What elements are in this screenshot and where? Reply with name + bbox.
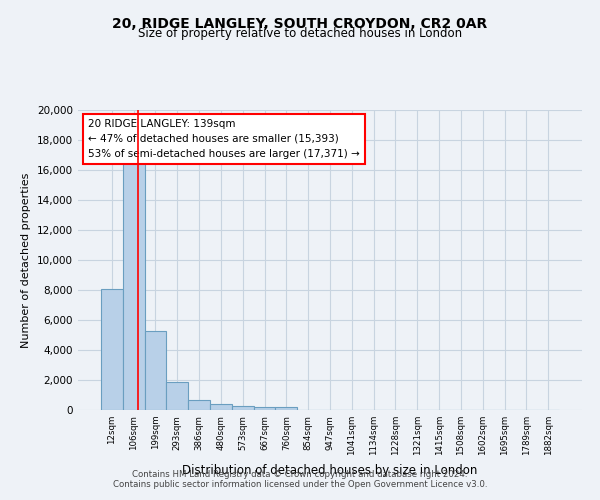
Text: 20, RIDGE LANGLEY, SOUTH CROYDON, CR2 0AR: 20, RIDGE LANGLEY, SOUTH CROYDON, CR2 0A… bbox=[112, 18, 488, 32]
Text: 20 RIDGE LANGLEY: 139sqm
← 47% of detached houses are smaller (15,393)
53% of se: 20 RIDGE LANGLEY: 139sqm ← 47% of detach… bbox=[88, 119, 360, 158]
Text: Contains HM Land Registry data © Crown copyright and database right 2024.: Contains HM Land Registry data © Crown c… bbox=[132, 470, 468, 479]
Y-axis label: Number of detached properties: Number of detached properties bbox=[22, 172, 31, 348]
Bar bbox=[123, 162, 145, 410]
Bar bbox=[101, 288, 123, 410]
Bar bbox=[188, 400, 210, 410]
X-axis label: Distribution of detached houses by size in London: Distribution of detached houses by size … bbox=[182, 464, 478, 476]
Bar bbox=[145, 330, 166, 410]
Bar bbox=[232, 406, 254, 410]
Text: Contains public sector information licensed under the Open Government Licence v3: Contains public sector information licen… bbox=[113, 480, 487, 489]
Bar bbox=[210, 404, 232, 410]
Text: Size of property relative to detached houses in London: Size of property relative to detached ho… bbox=[138, 28, 462, 40]
Bar bbox=[166, 382, 188, 410]
Bar bbox=[254, 406, 275, 410]
Bar bbox=[275, 408, 297, 410]
